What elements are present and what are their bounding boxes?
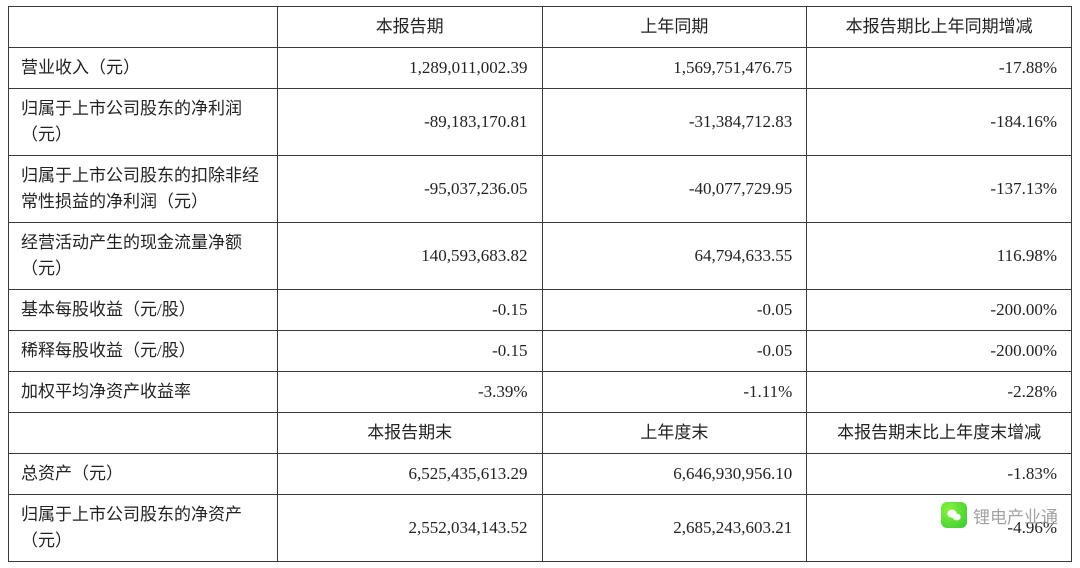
- table-row: 归属于上市公司股东的净利润（元）-89,183,170.81-31,384,71…: [9, 89, 1072, 156]
- value-cell: -1.83%: [807, 454, 1072, 495]
- table-header-cell: 本报告期比上年同期增减: [807, 7, 1072, 48]
- value-cell: -0.05: [542, 290, 807, 331]
- value-cell: 64,794,633.55: [542, 223, 807, 290]
- metric-cell: 归属于上市公司股东的净资产（元）: [9, 495, 278, 562]
- metric-cell: 加权平均净资产收益率: [9, 372, 278, 413]
- value-cell: -137.13%: [807, 156, 1072, 223]
- table-header-cell: 本报告期: [277, 7, 542, 48]
- value-cell: -1.11%: [542, 372, 807, 413]
- table-row: 加权平均净资产收益率-3.39%-1.11%-2.28%: [9, 372, 1072, 413]
- watermark-label: 锂电产业通: [973, 503, 1058, 528]
- metric-cell: 总资产（元）: [9, 454, 278, 495]
- value-cell: -184.16%: [807, 89, 1072, 156]
- watermark: 锂电产业通: [941, 502, 1058, 528]
- wechat-icon: [941, 502, 967, 528]
- financial-table: 本报告期上年同期本报告期比上年同期增减营业收入（元）1,289,011,002.…: [8, 6, 1072, 562]
- value-cell: -0.15: [277, 290, 542, 331]
- table-header-row: 本报告期末上年度末本报告期末比上年度末增减: [9, 413, 1072, 454]
- metric-cell: 归属于上市公司股东的净利润（元）: [9, 89, 278, 156]
- financial-table-container: 本报告期上年同期本报告期比上年同期增减营业收入（元）1,289,011,002.…: [0, 0, 1080, 568]
- value-cell: -2.28%: [807, 372, 1072, 413]
- metric-cell: 归属于上市公司股东的扣除非经常性损益的净利润（元）: [9, 156, 278, 223]
- value-cell: -200.00%: [807, 331, 1072, 372]
- value-cell: -40,077,729.95: [542, 156, 807, 223]
- value-cell: -17.88%: [807, 48, 1072, 89]
- metric-cell: 稀释每股收益（元/股）: [9, 331, 278, 372]
- table-row: 总资产（元）6,525,435,613.296,646,930,956.10-1…: [9, 454, 1072, 495]
- value-cell: -31,384,712.83: [542, 89, 807, 156]
- value-cell: 6,525,435,613.29: [277, 454, 542, 495]
- value-cell: -89,183,170.81: [277, 89, 542, 156]
- table-header-cell: 上年度末: [542, 413, 807, 454]
- table-header-cell: [9, 413, 278, 454]
- table-row: 经营活动产生的现金流量净额（元）140,593,683.8264,794,633…: [9, 223, 1072, 290]
- table-row: 基本每股收益（元/股）-0.15-0.05-200.00%: [9, 290, 1072, 331]
- metric-cell: 营业收入（元）: [9, 48, 278, 89]
- value-cell: 2,685,243,603.21: [542, 495, 807, 562]
- table-row: 归属于上市公司股东的扣除非经常性损益的净利润（元）-95,037,236.05-…: [9, 156, 1072, 223]
- value-cell: 140,593,683.82: [277, 223, 542, 290]
- table-row: 归属于上市公司股东的净资产（元）2,552,034,143.522,685,24…: [9, 495, 1072, 562]
- value-cell: 116.98%: [807, 223, 1072, 290]
- value-cell: -95,037,236.05: [277, 156, 542, 223]
- value-cell: 1,289,011,002.39: [277, 48, 542, 89]
- table-header-cell: [9, 7, 278, 48]
- table-header-cell: 本报告期末: [277, 413, 542, 454]
- value-cell: -0.05: [542, 331, 807, 372]
- table-row: 营业收入（元）1,289,011,002.391,569,751,476.75-…: [9, 48, 1072, 89]
- table-header-row: 本报告期上年同期本报告期比上年同期增减: [9, 7, 1072, 48]
- table-row: 稀释每股收益（元/股）-0.15-0.05-200.00%: [9, 331, 1072, 372]
- value-cell: -200.00%: [807, 290, 1072, 331]
- value-cell: 2,552,034,143.52: [277, 495, 542, 562]
- metric-cell: 经营活动产生的现金流量净额（元）: [9, 223, 278, 290]
- value-cell: 1,569,751,476.75: [542, 48, 807, 89]
- table-header-cell: 本报告期末比上年度末增减: [807, 413, 1072, 454]
- metric-cell: 基本每股收益（元/股）: [9, 290, 278, 331]
- table-header-cell: 上年同期: [542, 7, 807, 48]
- value-cell: 6,646,930,956.10: [542, 454, 807, 495]
- value-cell: -3.39%: [277, 372, 542, 413]
- value-cell: -0.15: [277, 331, 542, 372]
